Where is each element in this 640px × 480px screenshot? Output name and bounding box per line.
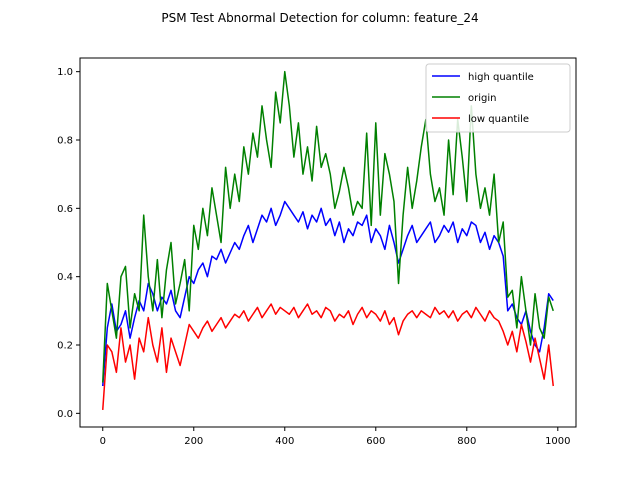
- series-line-origin: [102, 70, 554, 383]
- x-tick-label: 600: [366, 436, 385, 447]
- y-tick-label: 0.4: [57, 272, 73, 283]
- x-tick-label: 800: [457, 436, 476, 447]
- plot-frame: [79, 57, 577, 428]
- y-tick-label: 1.0: [57, 67, 73, 78]
- legend-box: [425, 63, 571, 133]
- y-tick-label: 0.8: [57, 136, 73, 147]
- x-tick-label: 0: [100, 436, 106, 447]
- legend-label: high quantile: [468, 72, 534, 83]
- legend-label: low quantile: [468, 114, 529, 125]
- plot-lines: [102, 70, 554, 410]
- y-axis: 0.0 0.2 0.4 0.6 0.8 1.0: [57, 67, 80, 420]
- series-line-low-quantile: [102, 303, 554, 410]
- y-tick-label: 0.2: [57, 341, 73, 352]
- x-tick-label: 200: [184, 436, 203, 447]
- y-tick-label: 0.0: [57, 409, 73, 420]
- series-line-high-quantile: [102, 200, 554, 387]
- x-tick-label: 400: [275, 436, 294, 447]
- y-tick-label: 0.6: [57, 204, 73, 215]
- chart-title: PSM Test Abnormal Detection for column: …: [161, 11, 478, 25]
- legend: high quantile origin low quantile: [425, 63, 571, 133]
- legend-label: origin: [468, 93, 496, 104]
- x-axis: 0 200 400 600 800 1000: [100, 427, 571, 447]
- x-tick-label: 1000: [545, 436, 570, 447]
